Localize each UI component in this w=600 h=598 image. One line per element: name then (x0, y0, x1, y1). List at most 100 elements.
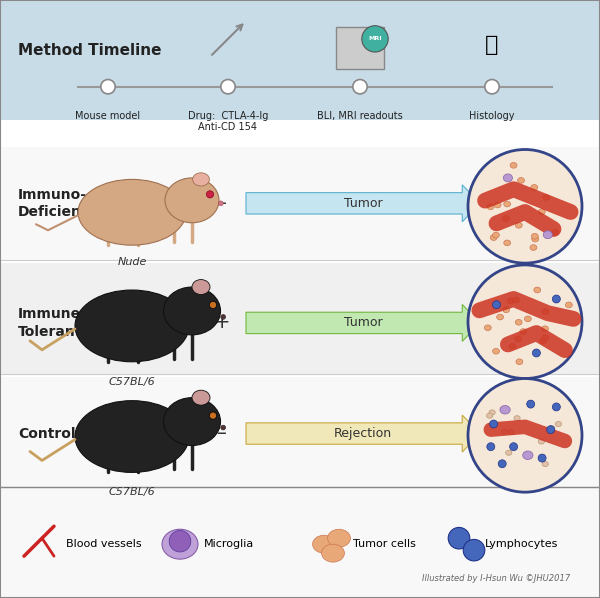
Text: Tumor cells: Tumor cells (353, 539, 416, 549)
Circle shape (221, 315, 226, 319)
Text: Histology: Histology (469, 111, 515, 121)
FancyArrow shape (246, 304, 480, 341)
Text: –: – (217, 194, 227, 213)
Ellipse shape (514, 416, 520, 421)
Circle shape (468, 150, 582, 263)
Circle shape (553, 403, 560, 411)
Ellipse shape (556, 422, 562, 426)
Circle shape (206, 191, 214, 198)
Ellipse shape (542, 309, 549, 315)
Ellipse shape (542, 462, 548, 466)
Text: Control: Control (18, 426, 76, 441)
Circle shape (101, 80, 115, 94)
Ellipse shape (313, 535, 335, 553)
Ellipse shape (531, 185, 538, 190)
Text: Mouse model: Mouse model (76, 111, 140, 121)
Text: Microglia: Microglia (204, 539, 254, 549)
Ellipse shape (552, 230, 559, 235)
Ellipse shape (503, 307, 509, 313)
Ellipse shape (534, 287, 541, 293)
Text: Immune
Tolerant: Immune Tolerant (18, 307, 82, 338)
Ellipse shape (192, 279, 210, 294)
Text: Lymphocytes: Lymphocytes (485, 539, 558, 549)
Circle shape (532, 349, 541, 357)
Ellipse shape (484, 325, 491, 331)
Ellipse shape (489, 410, 495, 415)
Text: 🔬: 🔬 (485, 35, 499, 55)
Ellipse shape (328, 529, 350, 547)
Ellipse shape (504, 201, 511, 207)
Circle shape (463, 539, 485, 561)
Ellipse shape (565, 302, 572, 308)
Ellipse shape (163, 287, 221, 335)
Ellipse shape (493, 232, 499, 238)
Text: Method Timeline: Method Timeline (18, 43, 161, 59)
Circle shape (547, 426, 554, 434)
Ellipse shape (162, 529, 198, 559)
Ellipse shape (497, 314, 503, 320)
Text: –: – (217, 424, 227, 443)
Circle shape (218, 201, 223, 206)
Text: Illustrated by I-Hsun Wu ©JHU2017: Illustrated by I-Hsun Wu ©JHU2017 (422, 574, 570, 583)
Text: C57BL/6: C57BL/6 (109, 377, 155, 387)
Ellipse shape (490, 235, 497, 240)
Bar (0, 147, 600, 260)
Bar (0, 487, 600, 598)
Text: Immuno-
Deficient: Immuno- Deficient (18, 188, 89, 219)
Ellipse shape (515, 319, 522, 325)
Circle shape (209, 301, 217, 309)
Ellipse shape (512, 297, 519, 303)
Ellipse shape (493, 349, 499, 354)
Circle shape (498, 460, 506, 468)
Ellipse shape (504, 240, 511, 246)
Ellipse shape (75, 401, 189, 472)
Ellipse shape (532, 233, 538, 239)
Ellipse shape (530, 245, 537, 251)
FancyArrow shape (246, 415, 480, 452)
Text: Rejection: Rejection (334, 427, 392, 440)
Circle shape (468, 379, 582, 492)
Circle shape (485, 80, 499, 94)
Ellipse shape (515, 336, 521, 341)
Ellipse shape (549, 426, 555, 431)
Text: MRI: MRI (368, 36, 382, 41)
Text: +: + (214, 313, 230, 332)
Circle shape (490, 420, 497, 428)
Ellipse shape (500, 405, 510, 414)
Ellipse shape (509, 344, 516, 349)
Ellipse shape (538, 209, 545, 215)
Ellipse shape (539, 338, 547, 344)
Ellipse shape (165, 178, 219, 223)
Ellipse shape (507, 298, 514, 304)
Ellipse shape (322, 544, 344, 562)
Ellipse shape (163, 398, 221, 446)
Bar (0, 263, 600, 374)
Ellipse shape (532, 236, 539, 242)
Text: Blood vessels: Blood vessels (66, 539, 142, 549)
Circle shape (468, 265, 582, 379)
Ellipse shape (78, 179, 186, 245)
Text: Drug:  CTLA-4-Ig
Anti-CD 154: Drug: CTLA-4-Ig Anti-CD 154 (188, 111, 268, 132)
Circle shape (221, 80, 235, 94)
Ellipse shape (543, 231, 553, 239)
Ellipse shape (543, 194, 550, 200)
Circle shape (527, 400, 535, 408)
Ellipse shape (193, 173, 209, 186)
Ellipse shape (542, 326, 548, 331)
Bar (0, 0, 600, 120)
Ellipse shape (515, 222, 522, 228)
FancyArrow shape (246, 185, 480, 222)
Ellipse shape (516, 359, 523, 365)
Ellipse shape (524, 316, 531, 322)
Ellipse shape (75, 290, 189, 362)
Circle shape (509, 443, 518, 451)
Circle shape (169, 530, 191, 552)
Ellipse shape (494, 202, 501, 208)
Ellipse shape (506, 450, 512, 455)
Ellipse shape (538, 439, 545, 444)
Text: BLI, MRI readouts: BLI, MRI readouts (317, 111, 403, 121)
Bar (0, 377, 600, 487)
Circle shape (362, 26, 388, 52)
Ellipse shape (510, 163, 517, 168)
Ellipse shape (487, 413, 493, 418)
